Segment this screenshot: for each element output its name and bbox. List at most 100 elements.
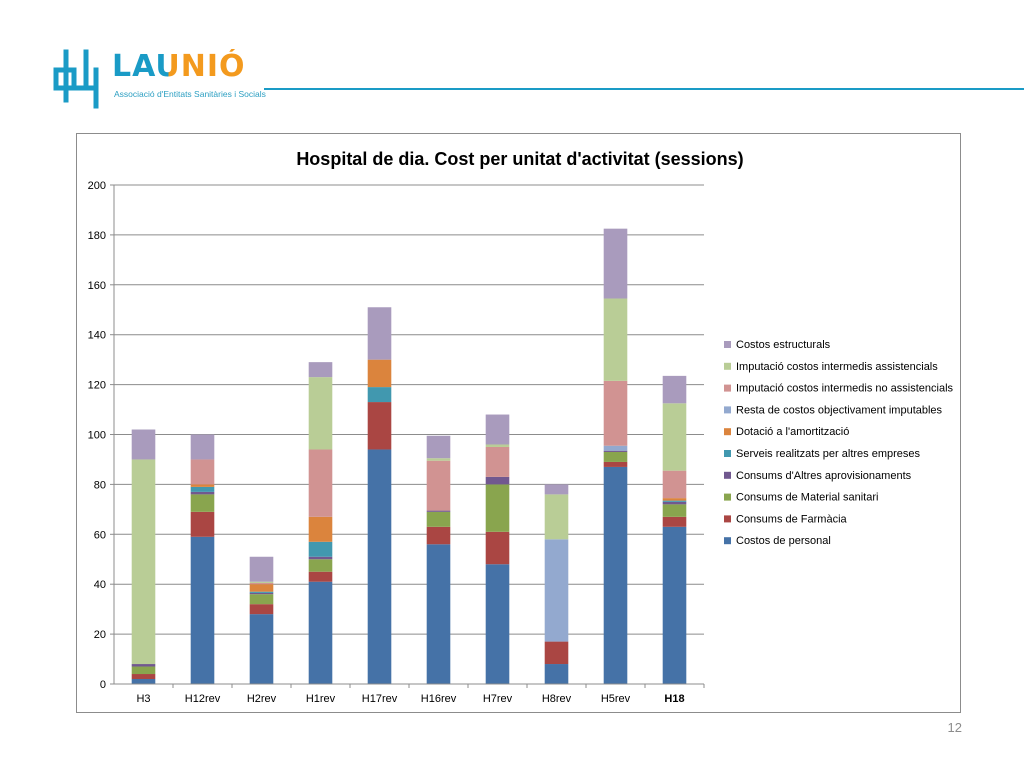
bar-segment-H2rev-4 [249,592,274,595]
bar-segment-H18-5 [662,500,687,502]
y-tick-label: 100 [88,430,106,442]
bar-segment-H5rev-8 [603,380,628,446]
x-tick-label-H7rev: H7rev [483,693,513,705]
bar-segment-H8rev-1 [544,664,569,684]
bar-segment-H12rev-6 [190,484,215,487]
legend-swatch [724,471,731,479]
bar-segment-H18-10 [662,375,687,404]
bar-segment-H18-4 [662,501,687,505]
legend-swatch [724,428,731,436]
legend-label: Imputació costos intermedis no assistenc… [736,383,954,395]
y-tick-label: 80 [94,479,106,491]
bar-segment-H12rev-4 [190,491,215,495]
bar-segment-H8rev-7 [544,539,569,642]
bar-segment-H2rev-2 [249,604,274,615]
legend-label: Serveis realitzats per altres empreses [736,448,921,460]
bar-segment-H12rev-10 [190,434,215,460]
y-tick-label: 140 [88,330,106,342]
bar-segment-H7rev-10 [485,414,510,445]
legend-swatch [724,406,731,414]
bar-segment-H2rev-1 [249,614,274,684]
chart-title: Hospital de dia. Cost per unitat d'activ… [296,149,743,169]
bar-segment-H2rev-9 [249,581,274,583]
legend-swatch [724,450,731,457]
bar-segment-H3-9 [131,459,156,665]
y-tick-label: 160 [88,280,106,292]
legend-label: Consums d'Altres aprovisionaments [736,470,912,482]
bar-segment-H16rev-8 [426,460,451,511]
bar-segment-H7rev-1 [485,564,510,684]
legend-label: Costos de personal [736,535,831,547]
bar-segment-H7rev-9 [485,444,510,447]
bar-segment-H5rev-10 [603,228,628,299]
bar-segment-H16rev-1 [426,544,451,684]
bar-segment-H2rev-10 [249,556,274,582]
bar-segment-H5rev-4 [603,450,628,452]
bar-segment-H7rev-8 [485,446,510,477]
header-divider [264,88,1024,90]
logo-mark-icon [53,49,99,109]
legend-swatch [724,384,731,392]
stacked-bar-chart: Hospital de dia. Cost per unitat d'activ… [88,149,954,705]
bar-segment-H8rev-10 [544,484,569,495]
legend-swatch [724,362,731,370]
bar-segment-H7rev-2 [485,531,510,565]
bar-segment-H3-10 [131,429,156,460]
bar-segment-H5rev-3 [603,451,628,462]
bar-segment-H18-8 [662,470,687,499]
bar-segment-H16rev-9 [426,458,451,461]
logo-word-text: LAUNIÓ [112,49,246,84]
legend-label: Consums de Farmàcia [736,513,848,525]
y-tick-label: 180 [88,230,106,242]
x-tick-label-H17rev: H17rev [362,693,398,705]
bar-segment-H2rev-6 [249,584,274,592]
bar-segment-H18-3 [662,504,687,517]
y-tick-label: 120 [88,380,106,392]
bar-segment-H7rev-4 [485,476,510,485]
bar-segment-H18-2 [662,516,687,527]
bar-segment-H1rev-8 [308,449,333,517]
y-tick-label: 200 [88,180,106,192]
legend-swatch [724,341,731,348]
chart-frame: Hospital de dia. Cost per unitat d'activ… [76,133,961,713]
bar-segment-H17rev-1 [367,449,392,684]
x-tick-label-H1rev: H1rev [306,693,336,705]
bar-segment-H1rev-9 [308,377,333,450]
x-tick-label-H18: H18 [664,693,684,705]
bar-segment-H1rev-5 [308,541,333,557]
legend-label: Costos estructurals [736,339,831,351]
bar-segment-H16rev-4 [426,510,451,512]
bar-segment-H8rev-2 [544,641,569,665]
legend-label: Resta de costos objectivament imputables [736,404,943,416]
bar-segment-H5rev-7 [603,445,628,451]
bar-segment-H12rev-2 [190,511,215,537]
launio-logo: LAUNIÓ Associació d'Entitats Sanitàries … [52,48,266,110]
bar-segment-H2rev-5 [249,591,274,593]
x-tick-label-H2rev: H2rev [247,693,277,705]
bar-segment-H17rev-6 [367,359,392,388]
legend-swatch [724,537,731,545]
legend-swatch [724,515,731,523]
legend-swatch [724,493,731,501]
legend-label: Imputació costos intermedis assistencial… [736,361,938,373]
x-tick-label-H8rev: H8rev [542,693,572,705]
bar-segment-H8rev-9 [544,494,569,540]
bar-segment-H16rev-10 [426,435,451,459]
bar-segment-H7rev-3 [485,484,510,532]
bar-segment-H3-3 [131,666,156,675]
bar-segment-H5rev-1 [603,466,628,684]
bar-segment-H1rev-10 [308,362,333,378]
bar-segment-H5rev-2 [603,461,628,467]
legend-label: Consums de Material sanitari [736,492,878,504]
logo-subtitle: Associació d'Entitats Sanitàries i Socia… [114,89,266,99]
bar-segment-H1rev-1 [308,581,333,684]
bar-segment-H2rev-3 [249,594,274,605]
bar-segment-H12rev-5 [190,486,215,492]
x-tick-label-H3: H3 [136,693,150,705]
bar-segment-H17rev-2 [367,402,392,450]
bar-segment-H3-2 [131,674,156,680]
x-tick-label-H16rev: H16rev [421,693,457,705]
bar-segment-H17rev-5 [367,387,392,403]
bar-segment-H12rev-8 [190,459,215,485]
bar-segment-H5rev-9 [603,298,628,381]
